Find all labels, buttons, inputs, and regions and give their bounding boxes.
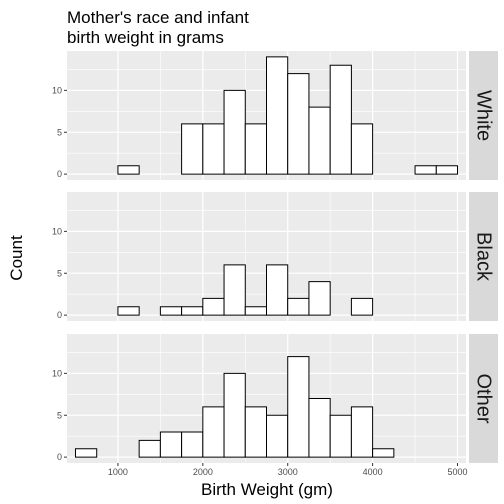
y-tick-label: 10 xyxy=(52,85,62,95)
histogram-bar xyxy=(266,264,289,316)
histogram-bar xyxy=(223,372,246,458)
y-tick-label: 0 xyxy=(57,310,62,320)
facet-strip xyxy=(469,334,498,463)
histogram-bar xyxy=(202,406,225,458)
histogram-bar xyxy=(181,123,204,175)
chart-title-line-2: birth weight in grams xyxy=(67,28,224,47)
facet-strip-label: Other xyxy=(473,373,495,423)
histogram-bar xyxy=(266,56,289,175)
histogram-bar xyxy=(350,406,374,458)
y-tick-label: 5 xyxy=(57,410,62,420)
facet-strip xyxy=(469,51,498,180)
histogram-bar xyxy=(308,398,331,458)
histogram-bar xyxy=(223,264,246,316)
histogram-bar xyxy=(414,165,437,175)
histogram-bar xyxy=(181,431,204,458)
y-axis-title: Count xyxy=(7,235,26,281)
histogram-bar xyxy=(159,431,183,458)
histogram-bar xyxy=(74,448,98,458)
y-tick-label: 0 xyxy=(57,452,62,462)
x-axis-title: Birth Weight (gm) xyxy=(201,480,333,499)
histogram-bar xyxy=(244,306,267,316)
histogram-bar xyxy=(202,123,225,175)
histogram-bar xyxy=(435,165,459,175)
histogram-bar xyxy=(350,297,374,316)
facet-panels: 0 5 10 White 0 5 10 Black 0 5 10 Other xyxy=(52,51,498,463)
histogram-bar xyxy=(350,123,374,175)
histogram-bar xyxy=(202,297,225,316)
facet-white: 0 5 10 White xyxy=(52,51,498,180)
facet-strip xyxy=(469,192,498,321)
histogram-bar xyxy=(117,306,140,316)
y-tick-label: 0 xyxy=(57,169,62,179)
histogram-bar xyxy=(266,414,289,458)
y-tick-label: 10 xyxy=(52,368,62,378)
facet-strip-label: Black xyxy=(473,232,495,282)
facet-other: 0 5 10 Other xyxy=(52,334,498,463)
x-tick-label: 2000 xyxy=(193,467,213,477)
histogram-bar xyxy=(372,448,395,458)
y-tick-label: 5 xyxy=(57,127,62,137)
x-tick-label: 3000 xyxy=(278,467,298,477)
histogram-bar xyxy=(244,123,267,175)
y-tick-label: 10 xyxy=(52,226,62,236)
histogram-bar xyxy=(329,414,352,458)
histogram-bar xyxy=(223,89,246,175)
x-tick-label: 1000 xyxy=(108,467,128,477)
histogram-bar xyxy=(138,439,161,458)
histogram-bar xyxy=(329,64,352,175)
histogram-bar xyxy=(287,356,310,458)
x-tick-label: 4000 xyxy=(363,467,383,477)
histogram-bar xyxy=(287,73,310,175)
histogram-bar xyxy=(308,281,331,316)
histogram-bar xyxy=(117,165,140,175)
facet-black: 0 5 10 Black xyxy=(52,192,498,321)
x-tick-label: 5000 xyxy=(447,467,467,477)
y-tick-label: 5 xyxy=(57,268,62,278)
chart-title-line-1: Mother's race and infant xyxy=(67,8,249,27)
histogram-bar xyxy=(244,406,267,458)
histogram-bar xyxy=(159,306,183,316)
x-axis: 1000 2000 3000 4000 5000 xyxy=(108,463,468,477)
histogram-bar xyxy=(181,306,204,316)
facet-strip-label: White xyxy=(473,90,495,141)
histogram-bar xyxy=(287,297,310,316)
histogram-bar xyxy=(308,106,331,175)
